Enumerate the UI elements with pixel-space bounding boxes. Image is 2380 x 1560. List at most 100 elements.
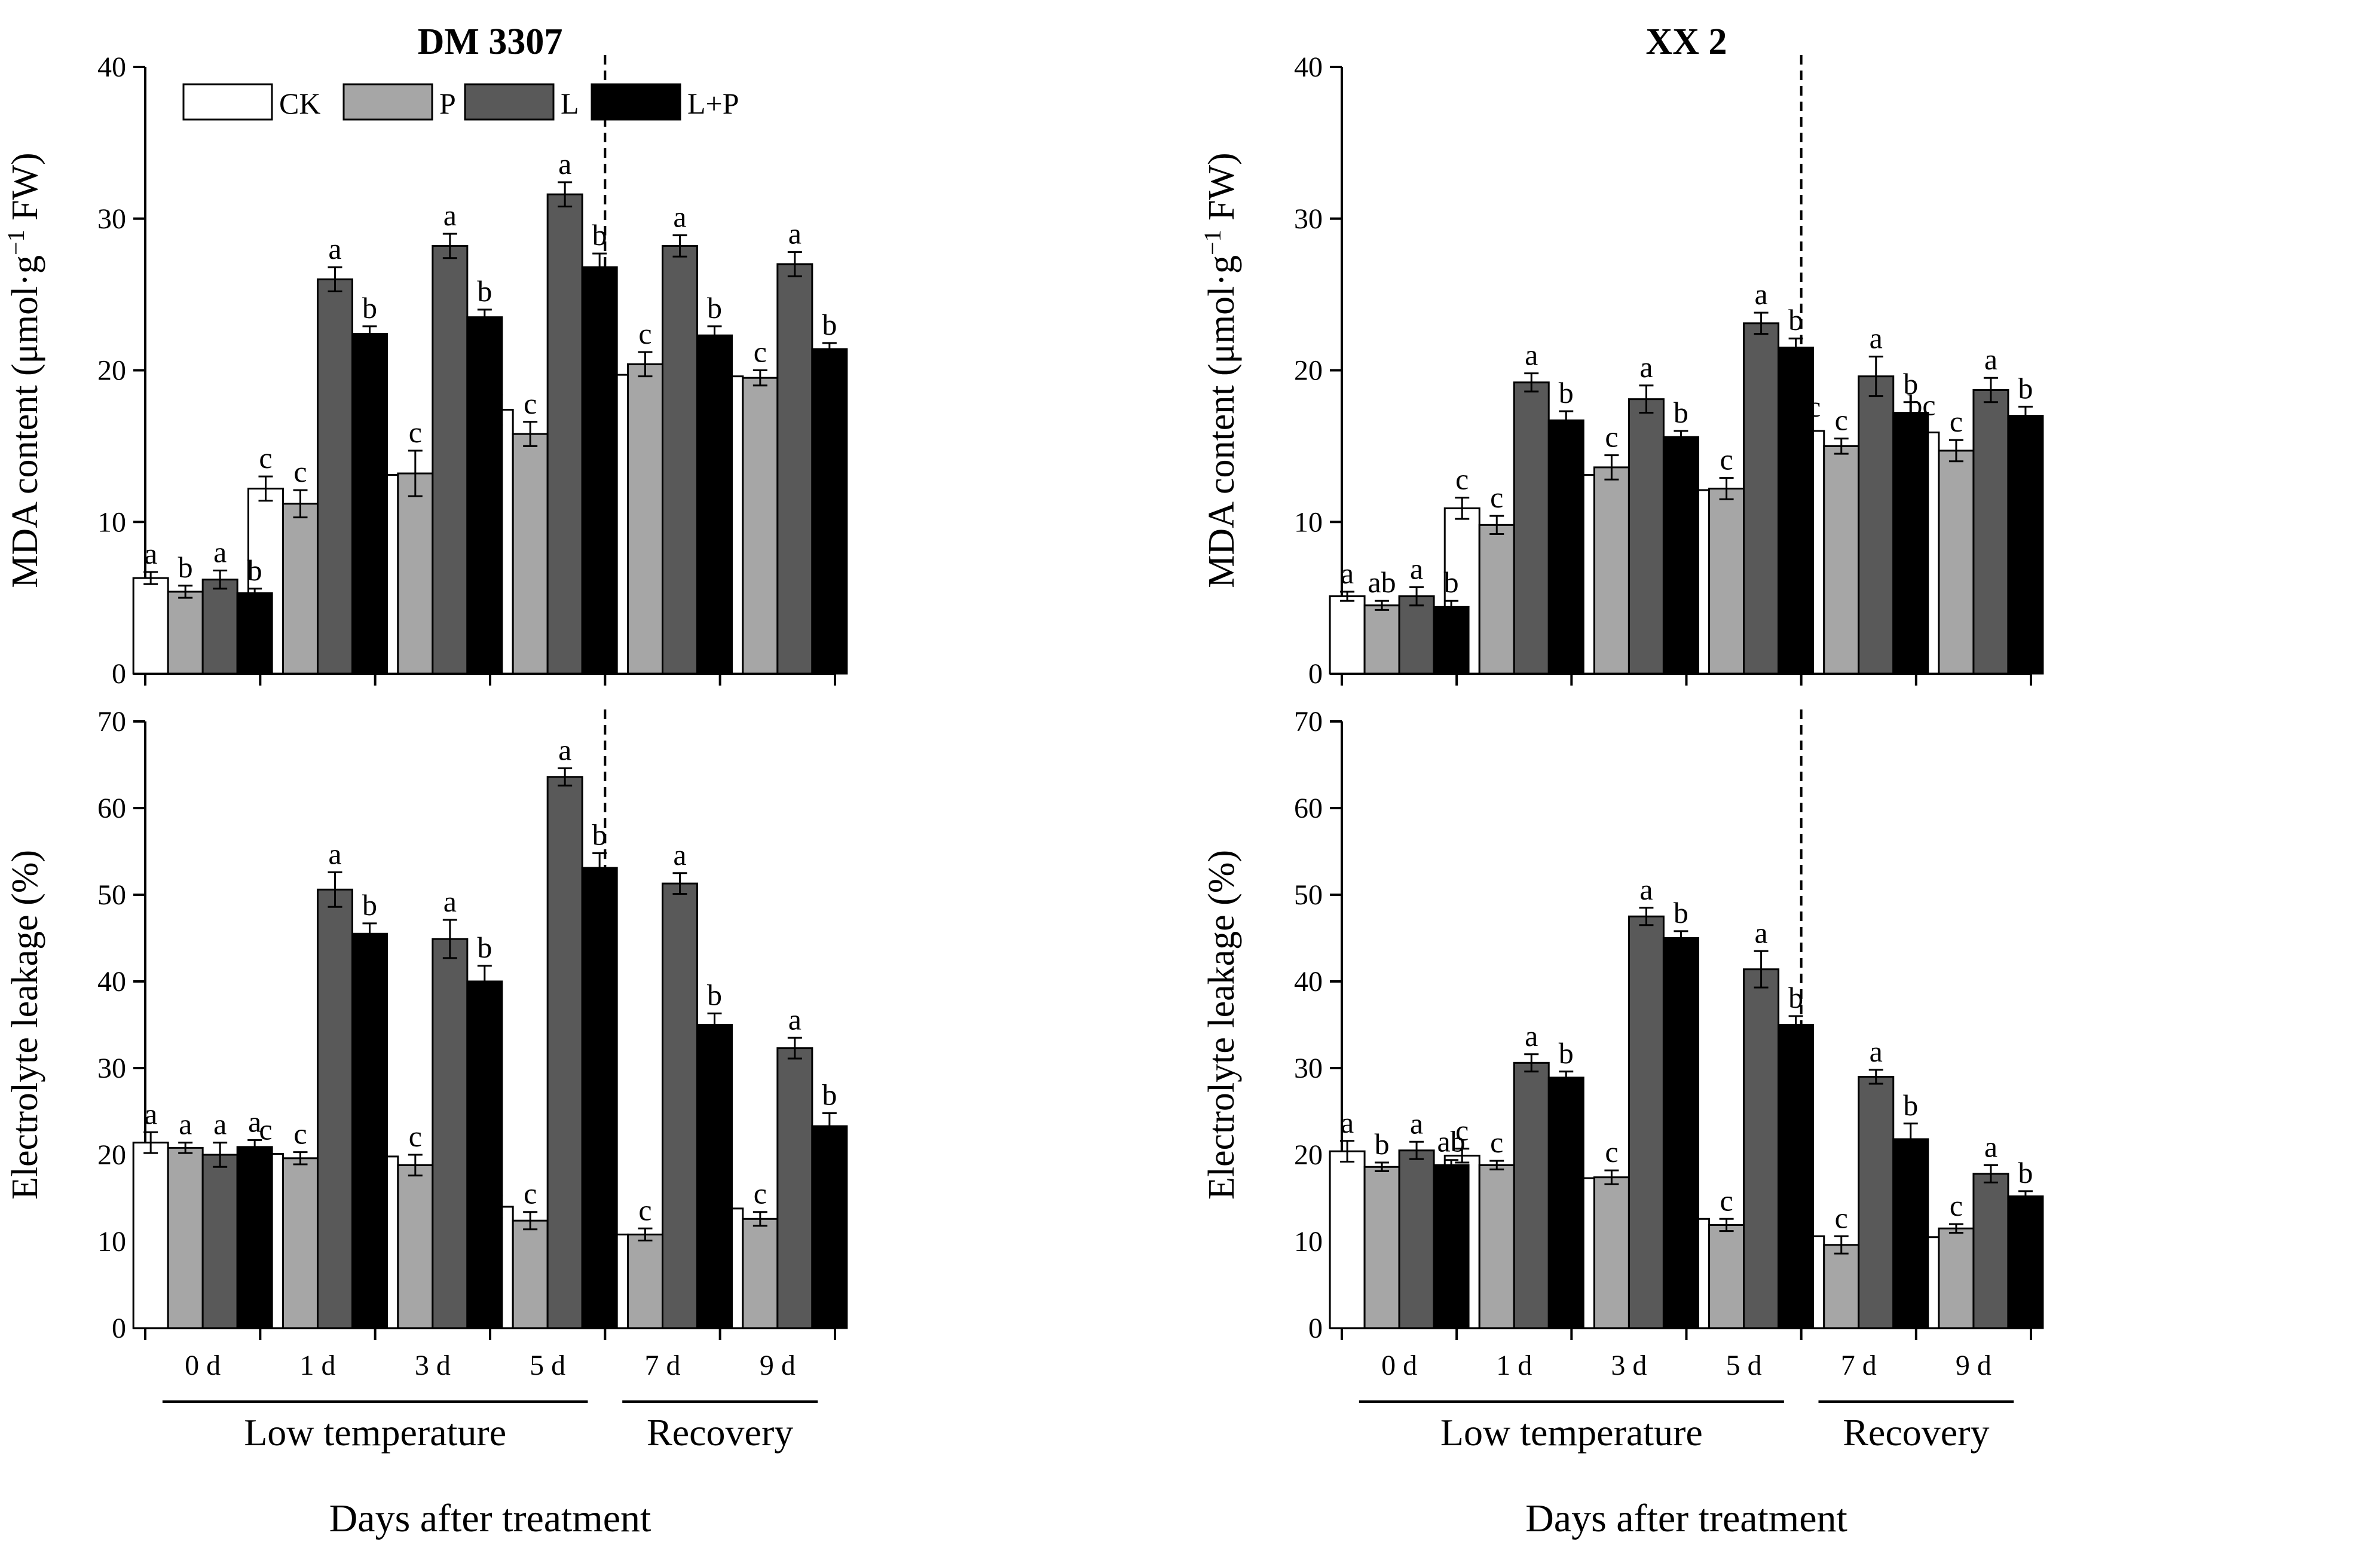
significance-letter: b xyxy=(1674,396,1688,429)
significance-letter: a xyxy=(788,1002,802,1036)
bar-l-1d xyxy=(317,278,353,675)
significance-letter: b xyxy=(2018,371,2033,405)
bar-lp-3d xyxy=(1662,937,1699,1329)
significance-letter: a xyxy=(1639,350,1653,384)
significance-letter: a xyxy=(213,1108,227,1141)
bar-lp-9d xyxy=(2007,415,2044,675)
y-tick-label: 70 xyxy=(1294,706,1323,738)
bar-p-1d xyxy=(282,503,319,675)
significance-letter: c xyxy=(754,335,767,369)
bar-p-0d xyxy=(167,1146,204,1329)
bar-p-7d xyxy=(1823,1244,1860,1329)
y-tick-label: 50 xyxy=(97,879,126,911)
significance-letter: b xyxy=(1559,1036,1574,1070)
significance-letter: c xyxy=(293,1117,307,1151)
bar-lp-3d xyxy=(466,316,503,675)
y-tick-label: 20 xyxy=(97,355,126,387)
bar-lp-0d xyxy=(236,1146,273,1329)
bar-lp-5d xyxy=(581,867,618,1329)
significance-letter: ab xyxy=(1437,1125,1465,1158)
bar-l-7d xyxy=(662,882,698,1329)
significance-letter: c xyxy=(1490,481,1503,514)
significance-letter: c xyxy=(259,1112,272,1146)
legend-label-p: P xyxy=(439,87,456,120)
significance-letter: b xyxy=(707,291,722,325)
y-tick-label: 40 xyxy=(1294,966,1323,998)
y-tick-label: 0 xyxy=(112,1313,126,1344)
significance-letter: c xyxy=(409,415,422,449)
significance-letter: a xyxy=(144,1097,157,1130)
day-label: 1 d xyxy=(1496,1350,1532,1381)
legend-swatch-ck xyxy=(182,83,273,121)
y-tick-label: 20 xyxy=(1294,1139,1323,1171)
day-label: 5 d xyxy=(530,1350,565,1381)
significance-letter: b xyxy=(1375,1127,1390,1161)
bar-p-5d xyxy=(512,433,549,675)
significance-letter: a xyxy=(144,537,157,570)
y-tick-label: 20 xyxy=(97,1139,126,1171)
bar-l-0d xyxy=(1398,1149,1435,1329)
significance-letter: c xyxy=(1950,1189,1963,1222)
legend: CK P L L+P xyxy=(182,83,739,121)
y-tick-label: 30 xyxy=(97,1053,126,1084)
bar-lp-0d xyxy=(1433,1164,1470,1329)
bar-l-3d xyxy=(1628,915,1665,1329)
y-tick-label: 60 xyxy=(1294,793,1323,824)
significance-letter: b xyxy=(1788,303,1803,337)
y-tick-label: 50 xyxy=(1294,879,1323,911)
significance-letter: b xyxy=(477,931,492,964)
significance-letter: a xyxy=(179,1108,192,1141)
bar-l-5d xyxy=(546,776,583,1329)
y-tick-label: 10 xyxy=(97,1226,126,1258)
bar-lp-9d xyxy=(811,348,848,675)
significance-letter: a xyxy=(1984,342,1997,376)
significance-letter: c xyxy=(293,455,307,488)
significance-letter: c xyxy=(638,317,651,350)
significance-letter: a xyxy=(1410,1106,1423,1140)
low-temperature-label: Low temperature xyxy=(244,1411,506,1454)
bar-p-5d xyxy=(1708,1223,1745,1329)
significance-letter: c xyxy=(1455,1114,1469,1147)
significance-letter: b xyxy=(822,1078,837,1111)
significance-letter: a xyxy=(1639,873,1653,906)
x-axis-title: Days after treatment xyxy=(329,1497,651,1540)
day-label: 1 d xyxy=(300,1350,336,1381)
y-tick-label: 10 xyxy=(97,506,126,538)
bar-l-1d xyxy=(1513,381,1550,675)
bar-lp-1d xyxy=(1547,1076,1584,1329)
y-tick-label: 30 xyxy=(1294,203,1323,235)
significance-letter: b xyxy=(1903,1088,1918,1122)
bar-l-9d xyxy=(1972,1173,2009,1329)
recovery-label: Recovery xyxy=(647,1411,793,1454)
legend-label-ck: CK xyxy=(279,87,320,120)
significance-letter: a xyxy=(1754,916,1767,949)
y-tick-label: 0 xyxy=(1308,658,1323,690)
bar-l-7d xyxy=(662,244,698,675)
bar-lp-9d xyxy=(2007,1195,2044,1329)
legend-label-l: L xyxy=(561,87,579,120)
bar-ck-0d xyxy=(1329,1150,1366,1329)
bar-l-0d xyxy=(201,1154,238,1329)
bar-p-7d xyxy=(627,363,663,675)
bar-lp-3d xyxy=(1662,436,1699,675)
significance-letter: c xyxy=(1455,463,1469,496)
bar-p-5d xyxy=(1708,487,1745,675)
bar-lp-3d xyxy=(466,980,503,1329)
significance-letter: b xyxy=(1444,565,1459,599)
panel-dm_mda: 010203040acccccbcccccaaaaaabbbbbbMDA con… xyxy=(2,22,848,690)
bar-p-7d xyxy=(627,1233,663,1329)
significance-letter: a xyxy=(1984,1130,1997,1163)
panel-dm_el: 010203040506070acccccacccccaaaaaaabbbbbE… xyxy=(5,706,848,1540)
bar-lp-1d xyxy=(351,932,388,1329)
y-axis-title: MDA content (μmol·g−1 FW) xyxy=(1199,152,1242,588)
bar-p-3d xyxy=(1593,466,1630,675)
panel-xx_mda: 010203040acccbcbcabcccccaaaaaabbbbbbMDA … xyxy=(1199,22,2044,690)
significance-letter: c xyxy=(1720,1183,1733,1217)
bar-lp-0d xyxy=(236,592,273,675)
significance-letter: a xyxy=(248,1105,261,1138)
y-tick-label: 20 xyxy=(1294,355,1323,387)
significance-letter: c xyxy=(1835,403,1848,437)
bar-l-3d xyxy=(1628,398,1665,675)
panel-xx_el: 010203040506070acccccbcccccaaaaaaabbbbbb… xyxy=(1201,706,2044,1540)
recovery-label: Recovery xyxy=(1843,1411,1989,1454)
